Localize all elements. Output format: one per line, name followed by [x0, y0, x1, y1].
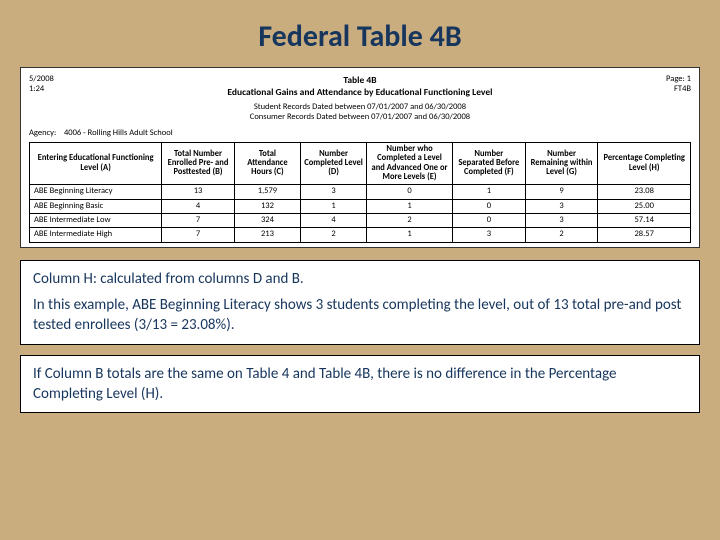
col-header-E: Number who Completed a Level and Advance…	[367, 143, 453, 185]
col-header-B: Total Number Enrolled Pre- and Postteste…	[162, 143, 235, 185]
cell: 4	[162, 199, 235, 213]
row-label: ABE Beginning Basic	[30, 199, 162, 213]
row-label: ABE Beginning Literacy	[30, 185, 162, 199]
row-label: ABE Intermediate Low	[30, 214, 162, 228]
cell: 324	[234, 214, 300, 228]
col-header-G: Number Remaining within Level (G)	[525, 143, 598, 185]
cell: 7	[162, 214, 235, 228]
cell: 1	[300, 199, 366, 213]
table-subtitle: Educational Gains and Attendance by Educ…	[54, 86, 666, 98]
data-table: Entering Educational Functioning Level (…	[29, 142, 691, 243]
cell: 1	[367, 228, 453, 242]
meta-page: Page: 1	[666, 74, 691, 84]
col-header-C: Total Attendance Hours (C)	[234, 143, 300, 185]
cell: 3	[453, 228, 526, 242]
table-number: Table 4B	[54, 74, 666, 86]
meta-time: 1:24	[29, 84, 54, 94]
cell: 1	[453, 185, 526, 199]
row-label: ABE Intermediate High	[30, 228, 162, 242]
agency-row: Agency: 4006 - Rolling Hills Adult Schoo…	[29, 128, 691, 138]
slide-title: Federal Table 4B	[20, 18, 700, 55]
cell: 2	[300, 228, 366, 242]
table-row: ABE Intermediate High7213213228.57	[30, 228, 691, 242]
agency-value: 4006 - Rolling Hills Adult School	[64, 128, 173, 138]
cell: 132	[234, 199, 300, 213]
col-header-F: Number Separated Before Completed (F)	[453, 143, 526, 185]
col-header-D: Number Completed Level (D)	[300, 143, 366, 185]
dates-line-1: Student Records Dated between 07/01/2007…	[54, 102, 666, 112]
explain1-body: In this example, ABE Beginning Literacy …	[33, 295, 687, 336]
cell: 0	[453, 214, 526, 228]
cell: 213	[234, 228, 300, 242]
cell: 1	[367, 199, 453, 213]
explain1-lead: Column H: calculated from columns D and …	[33, 269, 687, 289]
col-header-A: Entering Educational Functioning Level (…	[30, 143, 162, 185]
cell: 13	[162, 185, 235, 199]
table-row: ABE Intermediate Low7324420357.14	[30, 214, 691, 228]
table-row: ABE Beginning Literacy131,579301923.08	[30, 185, 691, 199]
explain-box-2: If Column B totals are the same on Table…	[20, 355, 700, 414]
table-row: ABE Beginning Basic4132110325.00	[30, 199, 691, 213]
meta-date: 5/2008	[29, 74, 54, 84]
cell: 0	[367, 185, 453, 199]
cell: 2	[525, 228, 598, 242]
meta-report-code: FT4B	[666, 84, 691, 94]
cell: 7	[162, 228, 235, 242]
cell: 1,579	[234, 185, 300, 199]
cell: 9	[525, 185, 598, 199]
table-panel: 5/2008 1:24 Table 4B Educational Gains a…	[20, 67, 700, 248]
cell: 28.57	[598, 228, 691, 242]
cell: 57.14	[598, 214, 691, 228]
cell: 2	[367, 214, 453, 228]
cell: 3	[525, 199, 598, 213]
cell: 0	[453, 199, 526, 213]
dates-line-2: Consumer Records Dated between 07/01/200…	[54, 112, 666, 122]
explain-box-1: Column H: calculated from columns D and …	[20, 260, 700, 345]
col-header-H: Percentage Completing Level (H)	[598, 143, 691, 185]
cell: 3	[300, 185, 366, 199]
agency-label: Agency:	[29, 128, 56, 138]
explain2-body: If Column B totals are the same on Table…	[33, 364, 687, 405]
cell: 25.00	[598, 199, 691, 213]
cell: 4	[300, 214, 366, 228]
cell: 3	[525, 214, 598, 228]
cell: 23.08	[598, 185, 691, 199]
